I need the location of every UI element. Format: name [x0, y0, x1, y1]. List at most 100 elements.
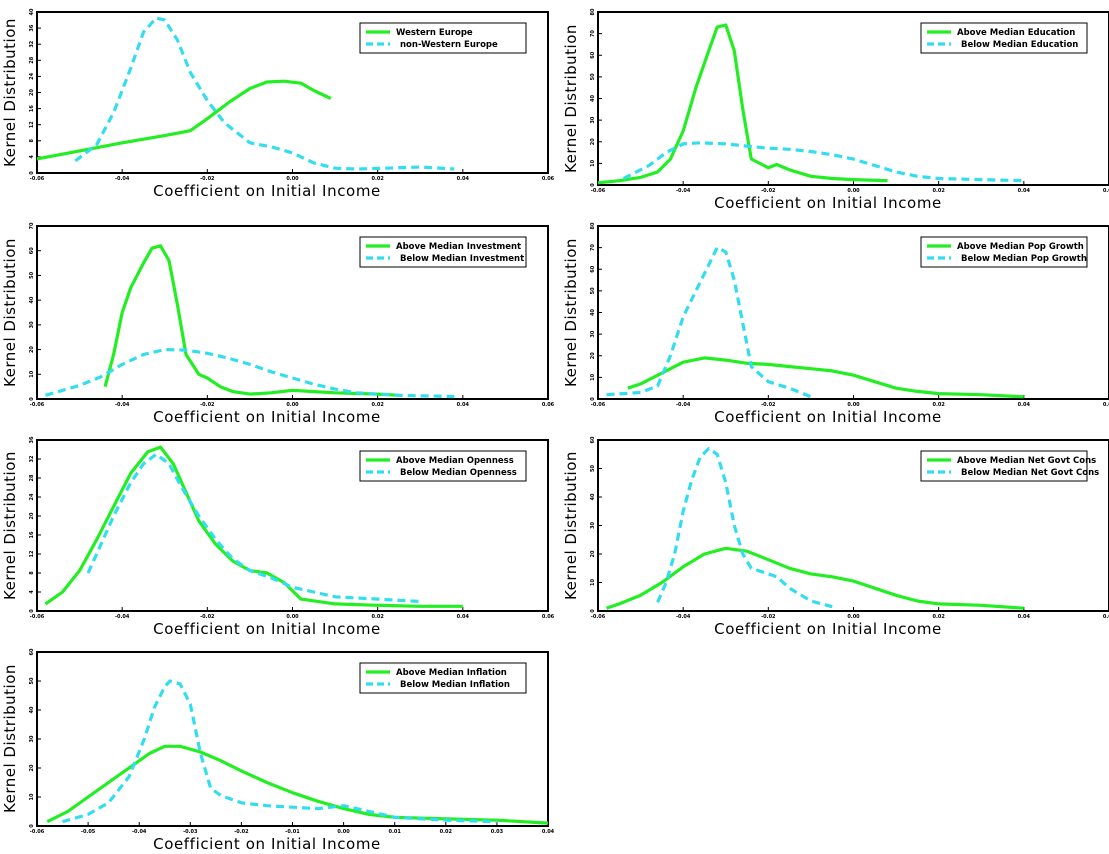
- legend-box: [359, 236, 527, 268]
- y-axis-label: Kernel Distribution: [1, 237, 19, 387]
- y-tick-label: 4: [29, 590, 35, 594]
- y-tick-label: 0: [590, 397, 596, 401]
- y-tick-label: 70: [590, 244, 596, 251]
- legend-label: Western Europe: [396, 28, 473, 38]
- series-line-solid: [597, 23, 888, 185]
- y-tick-label: 20: [590, 550, 596, 557]
- legend-label: Below Median Education: [961, 40, 1078, 50]
- x-tick-label: 0.06: [1103, 614, 1109, 620]
- x-tick-label: 0.00: [847, 402, 860, 408]
- y-tick-label: 16: [29, 531, 35, 538]
- series-line-dashed: [45, 347, 455, 399]
- y-axis-label: Kernel Distribution: [562, 237, 580, 387]
- y-tick-label: 0: [29, 824, 35, 828]
- y-tick-label: 0: [590, 609, 596, 613]
- series-line-solid: [44, 445, 463, 608]
- x-tick-label: 0.06: [542, 614, 555, 620]
- legend-label: Above Median Education: [957, 28, 1075, 38]
- y-tick-label: 0: [590, 183, 596, 187]
- x-tick-label: -0.05: [81, 829, 96, 835]
- x-tick-label: -0.06: [30, 176, 45, 182]
- y-tick-label: 20: [29, 89, 35, 96]
- x-tick-label: -0.06: [591, 402, 606, 408]
- x-tick-label: 0.00: [847, 614, 860, 620]
- y-tick-label: 60: [29, 648, 35, 655]
- series-line-solid: [36, 79, 332, 161]
- x-tick-label: -0.02: [234, 829, 249, 835]
- chart-panel: -0.06 -0.04 -0.02 0.00 0.02 0.04 0.06 0 10 20 30 40…: [562, 8, 1109, 212]
- y-axis-label: Kernel Distribution: [1, 450, 19, 600]
- legend-label: Above Median Investment: [396, 242, 521, 252]
- y-tick-label: 40: [590, 493, 596, 500]
- legend-box: [359, 450, 527, 482]
- y-tick-label: 60: [590, 265, 596, 272]
- legend-label: Below Median Openness: [400, 468, 517, 478]
- x-tick-label: -0.02: [200, 614, 215, 620]
- legend-label: Below Median Investment: [400, 254, 524, 264]
- plot-area: -0.06 -0.04 -0.02 0.00 0.02 0.04 0.06 0 10 20 30 40…: [29, 222, 555, 408]
- y-tick-label: 50: [29, 271, 35, 278]
- x-tick-label: -0.06: [591, 614, 606, 620]
- legend-box: [920, 450, 1088, 482]
- x-tick-label: -0.04: [676, 614, 691, 620]
- y-tick-label: 10: [29, 793, 35, 800]
- x-axis-label: Coefficient on Initial Income: [153, 835, 381, 853]
- x-tick-label: 0.00: [286, 402, 299, 408]
- legend-label: Above Median Openness: [396, 456, 514, 466]
- y-tick-label: 8: [29, 571, 35, 575]
- y-tick-label: 28: [29, 474, 35, 481]
- plot-area: -0.06 -0.04 -0.02 0.00 0.02 0.04 0.06 0 4 8 12 16 20…: [29, 436, 555, 620]
- x-tick-label: -0.02: [761, 188, 776, 194]
- x-tick-label: -0.04: [115, 614, 130, 620]
- x-tick-label: 0.04: [457, 176, 470, 182]
- x-tick-label: 0.04: [457, 614, 470, 620]
- legend: Above Median Net Govt Cons Below Median N…: [920, 450, 1099, 482]
- legend-label: Below Median Pop Growth: [961, 254, 1087, 264]
- y-tick-label: 20: [29, 346, 35, 353]
- chart-panel: -0.06 -0.04 -0.02 0.00 0.02 0.04 0.06 0 10 20 30 40…: [562, 222, 1109, 426]
- legend-label: non-Western Europe: [400, 40, 498, 50]
- x-tick-label: 0.03: [491, 829, 504, 835]
- y-tick-label: 20: [590, 138, 596, 145]
- x-tick-label: -0.02: [761, 402, 776, 408]
- y-tick-label: 36: [29, 24, 35, 31]
- x-tick-label: 0.00: [337, 829, 350, 835]
- series-line-dashed: [622, 141, 1024, 183]
- y-tick-label: 4: [29, 155, 35, 159]
- x-tick-label: 0.01: [389, 829, 402, 835]
- y-tick-label: 50: [590, 287, 596, 294]
- series-line-solid: [103, 244, 400, 397]
- y-tick-label: 30: [29, 321, 35, 328]
- series-line-dashed: [656, 447, 833, 609]
- y-tick-label: 40: [590, 95, 596, 102]
- x-tick-label: -0.06: [30, 829, 45, 835]
- x-tick-label: 0.00: [847, 188, 860, 194]
- x-axis-label: Coefficient on Initial Income: [153, 408, 381, 426]
- legend-label: Above Median Net Govt Cons: [957, 456, 1096, 466]
- y-tick-label: 10: [590, 579, 596, 586]
- y-tick-label: 12: [29, 121, 35, 128]
- legend: Above Median Openness Below Median Openne…: [359, 450, 527, 482]
- y-tick-label: 12: [29, 550, 35, 557]
- series-line-dashed: [62, 679, 497, 824]
- y-tick-label: 0: [29, 171, 35, 175]
- y-tick-label: 28: [29, 56, 35, 63]
- y-tick-label: 10: [29, 370, 35, 377]
- x-axis-label: Coefficient on Initial Income: [153, 182, 381, 200]
- series-line-solid: [605, 546, 1024, 610]
- y-tick-label: 80: [590, 222, 596, 229]
- plot-area: -0.06 -0.05 -0.04 -0.03 -0.02 -0.01 0.00 0.01 0.…: [29, 648, 555, 835]
- legend-box: [920, 22, 1088, 54]
- x-tick-label: 0.06: [542, 402, 555, 408]
- y-axis-label: Kernel Distribution: [562, 450, 580, 600]
- x-tick-label: -0.06: [591, 188, 606, 194]
- plot-area: -0.06 -0.04 -0.02 0.00 0.02 0.04 0.06 0 10 20 30 40…: [590, 222, 1109, 408]
- x-axis-label: Coefficient on Initial Income: [153, 620, 381, 638]
- chart-panel: -0.06 -0.04 -0.02 0.00 0.02 0.04 0.06 0 4 8 12 16 20…: [1, 8, 555, 200]
- y-tick-label: 50: [590, 465, 596, 472]
- y-tick-label: 10: [590, 373, 596, 380]
- y-tick-label: 50: [29, 677, 35, 684]
- x-tick-label: -0.04: [115, 402, 130, 408]
- x-tick-label: -0.04: [132, 829, 147, 835]
- legend-box: [359, 22, 527, 54]
